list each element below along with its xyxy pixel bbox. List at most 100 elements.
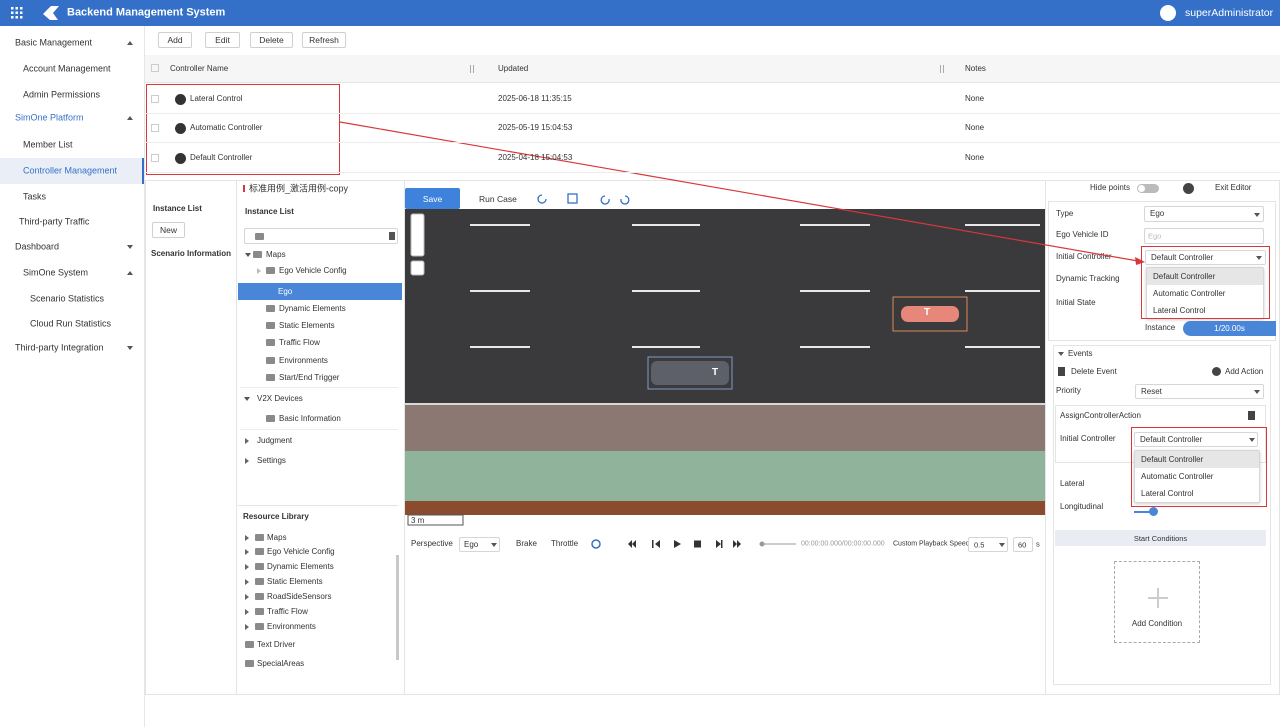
run-case-button[interactable]: Run Case [479, 193, 517, 204]
tree-item[interactable]: Static Elements [279, 321, 335, 330]
resource-item[interactable]: Ego Vehicle Config [267, 547, 335, 556]
top-bar: Backend Management System superAdministr… [0, 0, 1280, 26]
ego-id-input[interactable]: Ego [1144, 228, 1264, 244]
tree-item[interactable]: Traffic Flow [279, 338, 320, 347]
save-button[interactable]: Save [405, 188, 460, 209]
tree-item[interactable]: Environments [279, 356, 328, 365]
canvas-tools[interactable] [535, 192, 645, 206]
sidebar: Basic Management Account Management Admin … [0, 26, 145, 727]
table-cell: None [965, 152, 985, 162]
checkbox[interactable] [151, 64, 159, 72]
menu-item[interactable]: Scenario Statistics [30, 293, 105, 304]
help-icon[interactable] [1183, 183, 1194, 194]
controller-select[interactable]: Default Controller [1145, 250, 1266, 265]
fps-input[interactable]: 60 [1013, 537, 1033, 552]
column-header: Notes [965, 64, 986, 73]
menu-item[interactable]: Third-party Traffic [19, 216, 90, 227]
divider [240, 387, 398, 388]
row-divider [145, 113, 1280, 114]
dropdown-option[interactable]: Lateral Control [1141, 489, 1194, 498]
field-label: Initial State [1056, 298, 1096, 307]
side-link[interactable]: Scenario Information [151, 249, 232, 258]
perspective-select[interactable]: Ego [459, 537, 500, 552]
dropdown-option[interactable]: Lateral Control [1153, 306, 1206, 315]
hide-points-toggle[interactable] [1137, 184, 1159, 193]
delete-event[interactable]: Delete Event [1071, 367, 1117, 376]
speed-select[interactable]: 0.5 [968, 537, 1008, 552]
resource-item[interactable]: Maps [267, 533, 287, 542]
tree-item[interactable]: Dynamic Elements [279, 304, 346, 313]
menu-item[interactable]: Tasks [23, 191, 47, 202]
checkbox[interactable] [151, 95, 159, 103]
menu-item[interactable]: Cloud Run Statistics [30, 318, 112, 329]
playback-controls[interactable] [590, 538, 800, 550]
menu-item[interactable]: Member List [23, 139, 73, 150]
resource-item[interactable]: Traffic Flow [267, 607, 308, 616]
trash-icon[interactable] [1058, 367, 1065, 376]
menu-item[interactable]: Third-party Integration [15, 342, 104, 353]
menu-item[interactable]: SimOne System [23, 267, 89, 278]
toolbar-button[interactable]: Add [158, 32, 192, 48]
resource-item[interactable]: Text Driver [257, 640, 296, 649]
dropdown-option[interactable]: Automatic Controller [1153, 289, 1226, 298]
tree-item[interactable]: Ego Vehicle Config [279, 266, 347, 275]
apps-icon[interactable] [11, 7, 23, 19]
start-conditions[interactable]: Start Conditions [1055, 530, 1266, 546]
tree-item[interactable]: Start/End Trigger [279, 373, 340, 382]
checkbox[interactable] [151, 153, 159, 162]
tree-item[interactable]: Judgment [257, 436, 293, 445]
chevron [127, 271, 133, 275]
table-cell: None [965, 94, 985, 103]
properties-card [1048, 201, 1276, 341]
resource-item[interactable]: SpecialAreas [257, 659, 305, 668]
tree-item[interactable]: Basic Information [279, 414, 341, 423]
row-divider [145, 142, 1280, 144]
toolbar-button[interactable]: Edit [205, 32, 240, 48]
caret [245, 609, 249, 615]
menu-item[interactable]: SimOne Platform [15, 112, 84, 123]
dropdown-option[interactable]: Default Controller [1147, 268, 1263, 285]
resource-item[interactable]: Static Elements [267, 577, 323, 586]
slider[interactable] [1134, 507, 1158, 516]
type-select[interactable]: Ego [1144, 206, 1264, 222]
menu-item[interactable]: Account Management [23, 63, 111, 74]
controller-select[interactable]: Default Controller [1134, 432, 1258, 447]
caret [245, 535, 249, 541]
dropdown-option[interactable]: Automatic Controller [1141, 472, 1214, 481]
field-label: Lateral [1060, 479, 1085, 488]
tree-item[interactable]: Maps [266, 250, 286, 259]
exit-editor[interactable]: Exit Editor [1215, 183, 1252, 192]
priority-select[interactable]: Reset [1135, 384, 1264, 399]
tree-item[interactable]: Ego [278, 287, 293, 296]
avatar[interactable] [1160, 5, 1176, 21]
toolbar-button[interactable]: Delete [250, 32, 293, 48]
menu-item[interactable]: Admin Permissions [23, 89, 101, 100]
highlight-box [1141, 246, 1270, 319]
toolbar-button[interactable]: Refresh [302, 32, 346, 48]
brake-label: Brake [516, 539, 537, 548]
dropdown-option[interactable]: Default Controller [1135, 451, 1259, 468]
menu-item[interactable]: Dashboard [15, 241, 60, 252]
new-button[interactable]: New [152, 222, 185, 238]
menu-item[interactable]: Controller Management [23, 165, 118, 176]
divider [240, 429, 398, 430]
user-name[interactable]: superAdministrator [1185, 6, 1274, 19]
checkbox[interactable] [151, 124, 159, 133]
folder-icon [245, 660, 254, 667]
tree-search[interactable] [244, 228, 398, 244]
add-condition-box[interactable]: Add Condition [1114, 561, 1200, 643]
tree-item[interactable]: Settings [257, 456, 286, 465]
add-icon[interactable] [1212, 367, 1221, 376]
perspective-label: Perspective [411, 539, 453, 548]
trash-icon[interactable] [1248, 411, 1255, 420]
caret [257, 268, 261, 274]
controller-dropdown: Default Controller Automatic Controller La… [1146, 267, 1264, 319]
tree-item[interactable]: V2X Devices [257, 394, 303, 403]
resource-item[interactable]: Environments [267, 622, 316, 631]
add-action[interactable]: Add Action [1225, 367, 1264, 376]
resource-item[interactable]: RoadSideSensors [267, 592, 332, 601]
menu-item[interactable]: Basic Management [15, 37, 93, 48]
resource-item[interactable]: Dynamic Elements [267, 562, 334, 571]
